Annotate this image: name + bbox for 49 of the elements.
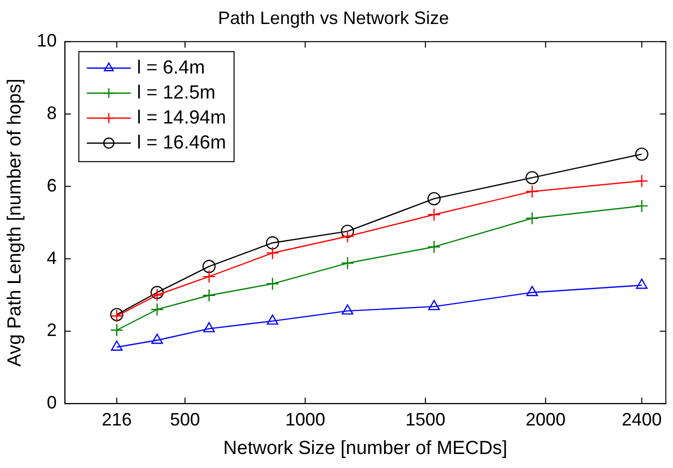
legend-label: l = 16.46m <box>136 132 226 154</box>
point <box>266 314 278 325</box>
x-tick-label: 2000 <box>526 409 566 430</box>
point <box>427 192 441 206</box>
legend-label: l = 14.94m <box>136 107 226 128</box>
x-axis-title: Network Size [number of MECDs] <box>223 438 508 459</box>
point <box>202 270 216 284</box>
point <box>427 208 441 222</box>
point <box>526 171 539 184</box>
y-tick-label: 8 <box>46 102 57 123</box>
point <box>526 286 538 296</box>
x-tick-label: 1500 <box>405 409 446 430</box>
y-axis-title: Avg Path Length [number of hops] <box>4 78 26 367</box>
point <box>340 256 354 270</box>
legend-label: l = 6.4m <box>136 57 205 78</box>
x-tick-label: 500 <box>170 409 200 430</box>
point <box>202 260 216 273</box>
point <box>150 302 164 316</box>
x-tick-label: 216 <box>102 409 132 430</box>
y-tick-label: 4 <box>46 248 57 268</box>
point <box>202 288 216 302</box>
y-tick-label: 10 <box>36 30 57 51</box>
y-tick-label: 2 <box>46 320 57 340</box>
point <box>150 288 164 302</box>
x-tick-label: 1000 <box>285 409 326 430</box>
y-tick-label: 0 <box>46 392 57 413</box>
x-tick-label: 2400 <box>622 409 662 430</box>
point <box>110 324 124 337</box>
point <box>636 278 648 289</box>
point <box>526 184 539 198</box>
point <box>635 148 648 161</box>
point <box>266 246 280 260</box>
legend-label: l = 12.5m <box>136 82 216 104</box>
point <box>340 230 354 243</box>
point <box>266 236 280 250</box>
point <box>203 322 215 332</box>
point <box>151 334 163 344</box>
y-tick-label: 6 <box>46 175 57 196</box>
point <box>150 286 164 300</box>
point <box>635 199 648 213</box>
point <box>266 277 280 290</box>
point <box>110 340 123 351</box>
point <box>427 240 441 254</box>
point <box>428 300 440 310</box>
chart-title: Path Length vs Network Size <box>218 8 450 28</box>
point <box>342 304 354 315</box>
point <box>340 224 354 238</box>
point <box>526 212 539 225</box>
point <box>635 174 648 188</box>
